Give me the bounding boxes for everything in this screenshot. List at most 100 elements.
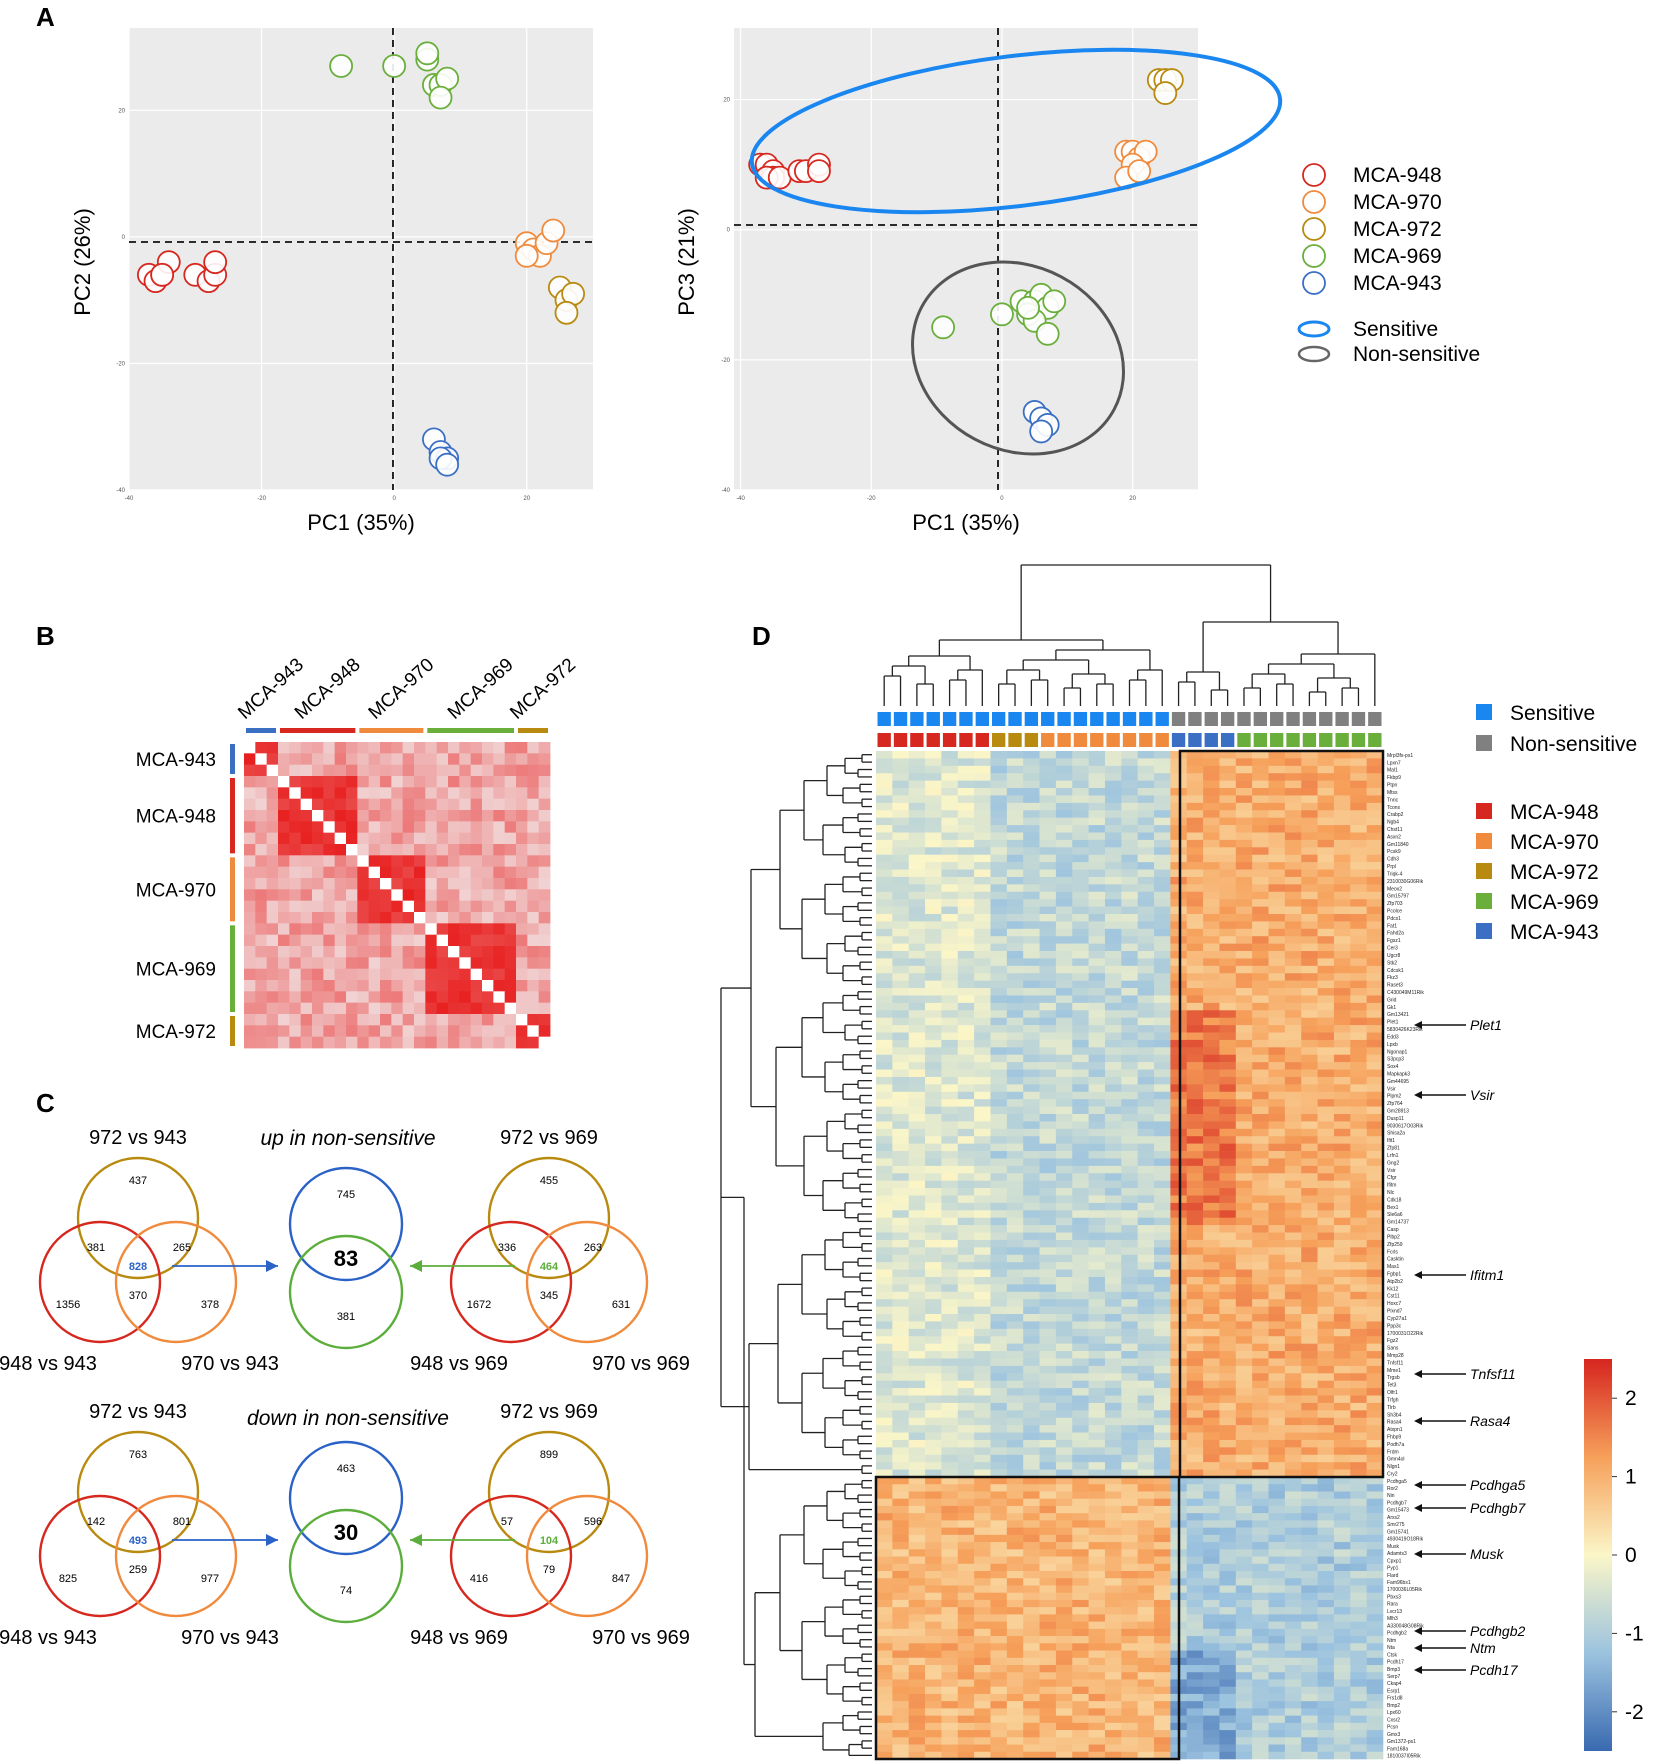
heatmap-cell	[925, 943, 942, 952]
heatmap-cell	[957, 1484, 975, 1492]
heatmap-cell	[1006, 995, 1024, 1004]
heatmap-cell	[1055, 1239, 1073, 1248]
heatmap-cell	[1301, 810, 1318, 818]
heatmap-cell	[974, 825, 991, 833]
corr-cell	[244, 855, 256, 868]
heatmap-cell	[1039, 936, 1057, 944]
heatmap-cell	[908, 973, 926, 981]
corr-cell	[255, 980, 268, 992]
corr-cell	[300, 991, 313, 1004]
heatmap-cell	[1268, 1165, 1286, 1174]
heatmap-cell	[1366, 1328, 1384, 1337]
heatmap-cell	[1301, 1563, 1318, 1572]
heatmap-cell	[925, 1447, 942, 1456]
corr-cell	[470, 753, 483, 766]
left-group-bar	[230, 1016, 235, 1046]
heatmap-cell	[990, 1314, 1008, 1322]
corr-cell	[380, 934, 392, 947]
heatmap-cell	[1203, 780, 1220, 789]
group-bar	[1237, 733, 1251, 747]
heatmap-cell	[1088, 1188, 1106, 1196]
heatmap-cell	[1317, 832, 1335, 841]
heatmap-cell	[1350, 810, 1367, 818]
heatmap-cell	[1366, 1549, 1384, 1557]
heatmap-cell	[1088, 1173, 1106, 1181]
corr-cell	[470, 810, 483, 822]
heatmap-cell	[1268, 1402, 1286, 1411]
corr-cell	[482, 855, 494, 868]
heatmap-cell	[1317, 847, 1335, 856]
corr-cell	[266, 1014, 279, 1026]
corr-cell	[527, 798, 540, 811]
heatmap-cell	[1317, 1328, 1335, 1337]
heatmap-cell	[1104, 1173, 1122, 1181]
corr-cell	[493, 844, 506, 856]
heatmap-cell	[1203, 1099, 1220, 1107]
heatmap-cell	[1121, 1002, 1138, 1011]
corr-cell	[470, 889, 483, 902]
heatmap-cell	[1072, 1217, 1089, 1226]
heatmap-cell	[1350, 1239, 1367, 1248]
corr-cell	[402, 957, 415, 970]
heatmap-cell	[1317, 913, 1335, 922]
corr-cell	[289, 821, 302, 834]
heatmap-cell	[1154, 1165, 1171, 1174]
corr-cell	[368, 753, 381, 766]
heatmap-cell	[1366, 1395, 1384, 1404]
heatmap-cell	[1284, 1262, 1302, 1270]
corr-cell	[493, 1025, 506, 1038]
heatmap-cell	[941, 1373, 959, 1381]
heatmap-cell	[1121, 1556, 1138, 1565]
heatmap-cell	[1301, 1469, 1318, 1478]
heatmap-cell	[925, 1534, 942, 1543]
heatmap-cell	[1072, 1410, 1089, 1419]
heatmap-cell	[957, 1106, 975, 1115]
heatmap-cell	[1039, 1276, 1057, 1285]
heatmap-cell	[876, 1254, 893, 1263]
corr-cell	[402, 912, 415, 924]
heatmap-cell	[1301, 1306, 1318, 1315]
legend-label: Non-sensitive	[1353, 343, 1480, 366]
corr-cell	[459, 1014, 472, 1026]
heatmap-cell	[1268, 1358, 1286, 1367]
heatmap-cell	[1203, 1210, 1220, 1219]
heatmap-cell	[974, 1099, 991, 1107]
sensitivity-bar	[1041, 712, 1055, 726]
heatmap-cell	[1104, 995, 1122, 1004]
heatmap-cell	[1235, 1373, 1253, 1381]
heatmap-cell	[1203, 1402, 1220, 1411]
heatmap-cell	[1268, 817, 1286, 826]
corr-cell	[482, 1014, 494, 1026]
heatmap-cell	[1088, 1402, 1106, 1411]
point-mca-969	[1016, 295, 1040, 320]
heatmap-cell	[1301, 1239, 1318, 1248]
heatmap-cell	[1039, 1306, 1057, 1315]
corr-cell	[391, 912, 404, 924]
heatmap-cell	[1317, 1099, 1335, 1107]
heatmap-cell	[1039, 1299, 1057, 1307]
corr-cell	[380, 900, 392, 913]
heatmap-cell	[1170, 1069, 1188, 1078]
corr-cell	[436, 1025, 449, 1038]
heatmap-cell	[1121, 921, 1138, 930]
heatmap-cell	[1137, 1520, 1155, 1528]
row-label: MCA-969	[136, 960, 216, 981]
heatmap-cell	[1350, 1262, 1367, 1270]
corr-cell	[516, 810, 528, 822]
heatmap-cell	[908, 839, 926, 848]
heatmap-cell	[941, 1520, 959, 1528]
heatmap-cell	[876, 1276, 893, 1285]
corr-cell	[425, 923, 438, 936]
heatmap-cell	[1235, 1217, 1253, 1226]
heatmap-cell	[1219, 1380, 1237, 1389]
heatmap-cell	[1055, 1299, 1073, 1307]
heatmap-cell	[1088, 943, 1106, 952]
heatmap-cell	[1284, 765, 1302, 774]
corr-cell	[391, 1002, 404, 1015]
heatmap-cell	[957, 1343, 975, 1352]
heatmap-cell	[1301, 891, 1318, 900]
heatmap-cell	[892, 832, 910, 841]
venn-count-center: 30	[334, 1520, 358, 1545]
heatmap-cell	[876, 1284, 893, 1293]
heatmap-cell	[1072, 988, 1089, 996]
